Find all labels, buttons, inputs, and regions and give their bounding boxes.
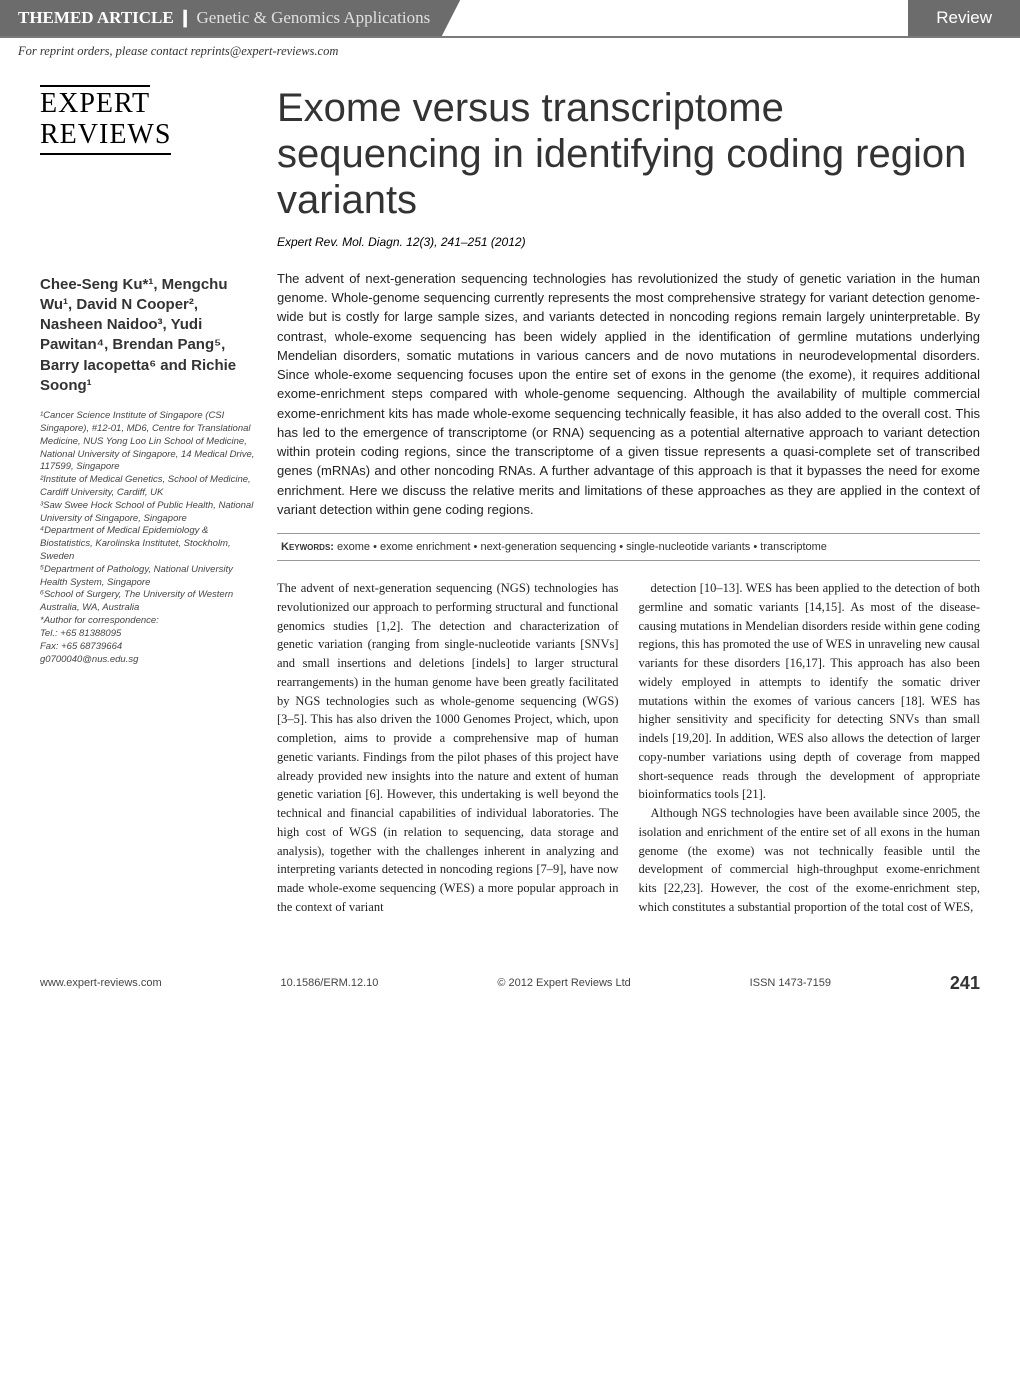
themed-label: THEMED ARTICLE [18,8,174,27]
themed-article-label: THEMED ARTICLE ❙ Genetic & Genomics Appl… [0,0,460,36]
body-para-3: Although NGS technologies have been avai… [639,804,981,917]
footer-copyright: © 2012 Expert Reviews Ltd [497,977,630,989]
footer-issn: ISSN 1473-7159 [750,977,831,989]
footer: www.expert-reviews.com 10.1586/ERM.12.10… [0,957,1020,1018]
logo-line1: EXPERT [40,85,150,120]
footer-website: www.expert-reviews.com [40,977,162,989]
reprint-line: For reprint orders, please contact repri… [0,38,1020,65]
main-content: EXPERT REVIEWS Chee-Seng Ku*¹, Mengchu W… [0,65,1020,937]
review-badge: Review [908,0,1020,36]
body-para-2: detection [10–13]. WES has been applied … [639,579,981,804]
abstract: The advent of next-generation sequencing… [277,269,980,519]
themed-bar-icon: ❙ [178,8,197,27]
body-text: The advent of next-generation sequencing… [277,579,980,917]
affiliations: ¹Cancer Science Institute of Singapore (… [40,410,255,666]
logo-line2: REVIEWS [40,120,171,155]
article-title: Exome versus transcriptome sequencing in… [277,85,980,223]
expert-reviews-logo: EXPERT REVIEWS [40,85,255,185]
left-column: EXPERT REVIEWS Chee-Seng Ku*¹, Mengchu W… [40,85,255,917]
footer-doi: 10.1586/ERM.12.10 [281,977,379,989]
page-number: 241 [950,973,980,994]
themed-subject: Genetic & Genomics Applications [197,8,431,27]
keywords-text: exome • exome enrichment • next-generati… [337,541,827,553]
body-para-1: The advent of next-generation sequencing… [277,579,619,917]
keywords-label: Keywords: [281,541,334,553]
header-bar: THEMED ARTICLE ❙ Genetic & Genomics Appl… [0,0,1020,38]
author-list: Chee-Seng Ku*¹, Mengchu Wu¹, David N Coo… [40,275,255,397]
keywords-bar: Keywords: exome • exome enrichment • nex… [277,533,980,561]
right-column: Exome versus transcriptome sequencing in… [277,85,980,917]
citation: Expert Rev. Mol. Diagn. 12(3), 241–251 (… [277,235,980,249]
